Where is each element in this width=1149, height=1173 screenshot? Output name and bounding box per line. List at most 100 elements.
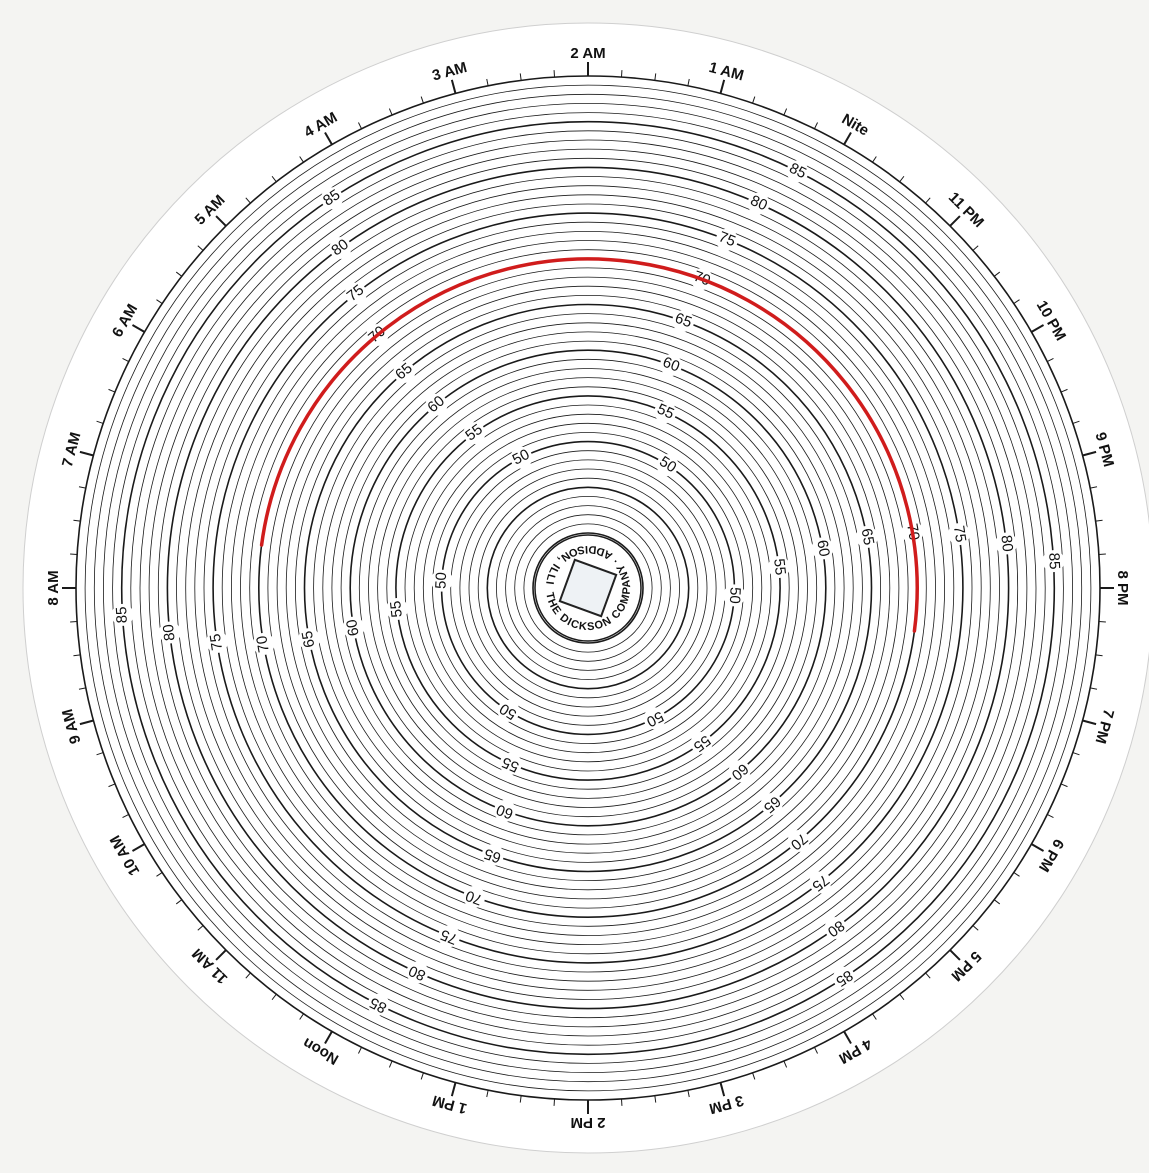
time-tick (1030, 324, 1045, 333)
time-tick (1082, 450, 1097, 457)
temperature-circle (157, 157, 1019, 1019)
temperature-trace (259, 257, 919, 633)
time-label: 8 PM (1114, 570, 1131, 605)
time-tick (972, 245, 979, 251)
temperature-circle-major (395, 395, 781, 781)
temperature-label: 80 (824, 917, 847, 941)
time-tick (843, 131, 852, 146)
temperature-circle (240, 240, 936, 936)
temperature-circle (422, 422, 754, 754)
temperature-label-bg (329, 237, 352, 259)
temperature-circle-major (166, 166, 1010, 1010)
time-tick (324, 1030, 333, 1045)
time-tick (450, 79, 457, 94)
temperature-label: 50 (497, 700, 520, 723)
time-tick (1030, 843, 1045, 852)
temperature-label: 65 (299, 629, 319, 648)
temperature-label: 85 (786, 160, 809, 183)
time-tick (420, 1072, 424, 1080)
time-tick (1060, 388, 1068, 393)
time-tick (486, 1090, 489, 1098)
time-tick (1095, 519, 1103, 522)
temperature-label-bg (1042, 550, 1065, 573)
temperature-label-bg (786, 160, 809, 183)
temperature-circle (404, 404, 772, 772)
temperature-label-bg (760, 793, 783, 815)
time-tick (175, 271, 183, 277)
temperature-circle (249, 249, 927, 927)
time-tick (949, 215, 961, 227)
temperature-label-bg (344, 282, 367, 305)
temperature-label-bg (367, 993, 390, 1016)
temperature-circle (495, 495, 680, 680)
temperature-circle (340, 340, 836, 836)
temperature-label: 60 (660, 354, 682, 376)
time-tick (388, 1060, 393, 1068)
temperature-label-bg (111, 603, 134, 626)
time-tick (687, 78, 690, 86)
temperature-label-bg (497, 699, 520, 722)
temperature-circle (84, 84, 1092, 1092)
temperature-label: 65 (482, 845, 503, 867)
time-tick (122, 814, 130, 818)
temperature-label-bg (833, 966, 855, 989)
temperature-label-bg (463, 885, 486, 908)
time-tick (299, 156, 304, 163)
time-tick (1090, 687, 1098, 690)
temperature-label: 55 (462, 421, 486, 445)
temperature-label: 55 (387, 600, 406, 618)
temperature-circle (221, 221, 955, 955)
time-tick (73, 519, 81, 522)
temperature-circle (112, 112, 1064, 1064)
temperature-label: 85 (1045, 552, 1063, 570)
temperature-label-bg (342, 616, 365, 639)
temperature-label: 55 (654, 400, 676, 422)
time-tick (1013, 299, 1020, 304)
temperature-label: 75 (809, 871, 833, 895)
time-tick (899, 175, 905, 183)
temperature-label: 75 (716, 228, 738, 250)
time-band (62, 62, 1114, 1114)
temperature-circle (148, 148, 1028, 1028)
temperature-label-bg (298, 628, 321, 651)
temperature-label: 85 (320, 186, 343, 209)
temperature-label-bg (654, 401, 677, 424)
time-tick (654, 1095, 657, 1103)
temperature-circle (505, 505, 671, 671)
time-tick (78, 486, 86, 489)
temperature-label-bg (386, 598, 408, 620)
temperature-label: 60 (343, 618, 363, 637)
time-tick (79, 719, 94, 726)
time-tick (1046, 358, 1054, 362)
time-tick (1082, 719, 1097, 726)
time-tick (899, 993, 905, 1001)
time-tick (993, 899, 1001, 905)
temperature-circle-major (349, 349, 827, 827)
temperature-label-bg (690, 731, 713, 754)
time-tick (215, 215, 227, 227)
temperature-label: 60 (494, 801, 516, 823)
time-tick (78, 687, 86, 690)
temperature-label: 50 (510, 446, 533, 469)
temperature-label-bg (252, 632, 275, 655)
time-tick (108, 388, 116, 393)
time-tick (687, 1090, 690, 1098)
temperature-circle (450, 450, 726, 726)
temperature-circle (230, 230, 946, 946)
temperature-label-bg (158, 621, 181, 644)
time-tick (972, 925, 979, 931)
time-tick (245, 197, 251, 204)
temperature-label: 80 (406, 962, 428, 984)
time-tick (1072, 752, 1080, 756)
temperature-label-bg (660, 354, 682, 377)
temperature-label: 85 (833, 966, 856, 989)
time-tick (1090, 486, 1098, 489)
time-tick (96, 752, 104, 756)
temperature-label: 75 (950, 525, 969, 544)
temperature-circle (468, 468, 708, 708)
time-tick (79, 450, 94, 457)
time-tick (752, 1072, 756, 1080)
temperature-label-bg (672, 310, 695, 332)
temperature-circle (386, 386, 790, 790)
temperature-circle (102, 102, 1074, 1074)
